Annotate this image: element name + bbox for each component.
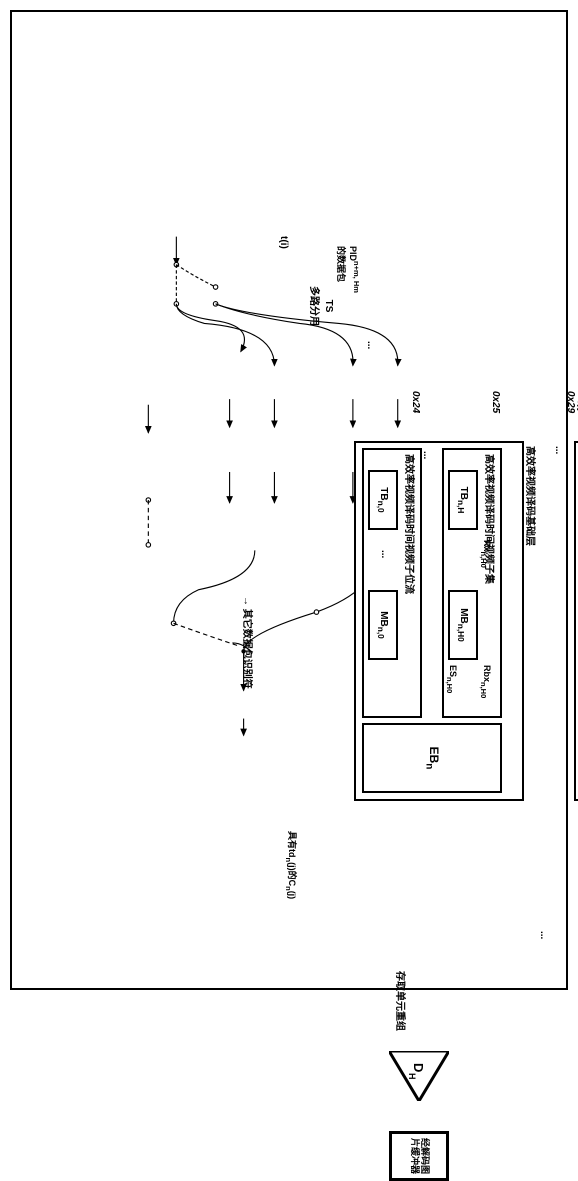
- streamtype-lower1: 0x25: [490, 391, 501, 413]
- tb-label-l: TBn,H: [457, 487, 470, 514]
- eb-lower: EBn: [362, 723, 502, 793]
- between-ellipsis: ...: [553, 446, 564, 454]
- lower-ellipsis: ...: [421, 451, 432, 459]
- rx-lower: Rxn,H0: [479, 540, 492, 568]
- lower-subset-bottom: 高效率视频译码时间视频子位流 TBn,0 ... MBn,0: [362, 448, 422, 718]
- dh-triangle: D H: [389, 1051, 449, 1101]
- lower-subset-bottom-title: 高效率视频译码时间视频子位流: [403, 452, 418, 596]
- mid-ellipsis: ...: [538, 931, 549, 939]
- mb-label-l: MBn,H0: [457, 608, 470, 642]
- lower-layer-box: 高效率视频译码时间视频子集 TBn,H MBn,H0 Rxn,H0 Rbxn,H…: [354, 441, 524, 801]
- svg-text:H: H: [407, 1073, 417, 1080]
- dpb-box: 经解码图片缓冲器: [389, 1131, 449, 1181]
- lower-layer-title: 高效率视频译码基础层: [524, 446, 539, 546]
- upper-layer-box: 高效率视频译码时间视频子集 TBn+m, Hm MBn+m,Hm Rxn+m, …: [574, 441, 578, 801]
- lower-bot-ellipsis: ...: [379, 550, 390, 558]
- mb-label-lb: MBn,0: [377, 611, 390, 639]
- streamtype-lower2: 0x24: [410, 391, 421, 413]
- svg-text:D: D: [411, 1063, 426, 1072]
- tb-lower-top: TBn,H: [448, 470, 478, 530]
- diagram-root: 流类型 0x28 或 0x2A 0x27 或 0x29 0x25 0x24 多视…: [0, 231, 578, 769]
- ti-label: t(i): [278, 236, 289, 249]
- eb-lower-label: EBn: [423, 747, 440, 770]
- es-lower: ESn,H0: [445, 665, 458, 693]
- legend-solid: → 其它数据包识别符: [241, 596, 256, 689]
- dpb-label: 经解码图片缓冲器: [409, 1134, 429, 1178]
- mb-lower-bot: MBn,0: [368, 590, 398, 660]
- pid-ellipsis: ...: [365, 341, 376, 349]
- lower-subset-top: 高效率视频译码时间视频子集 TBn,H MBn,H0 Rxn,H0 Rbxn,H…: [442, 448, 502, 718]
- tb-label-lb: TBn,0: [377, 487, 390, 512]
- mb-lower-top: MBn,H0: [448, 590, 478, 660]
- has2-label: 具有tdn(j)的Cn(j): [284, 831, 299, 899]
- tb-lower-bot: TBn,0: [368, 470, 398, 530]
- access-unit-label: 存取单元重组: [394, 971, 409, 1031]
- streamtype-mid2: 0x29: [565, 391, 576, 413]
- ts-label: TS多路分用: [308, 286, 334, 326]
- pid-label: PIDn+m, Hm的数据包: [335, 246, 361, 293]
- rbx-lower: Rbxn,H0: [479, 665, 492, 698]
